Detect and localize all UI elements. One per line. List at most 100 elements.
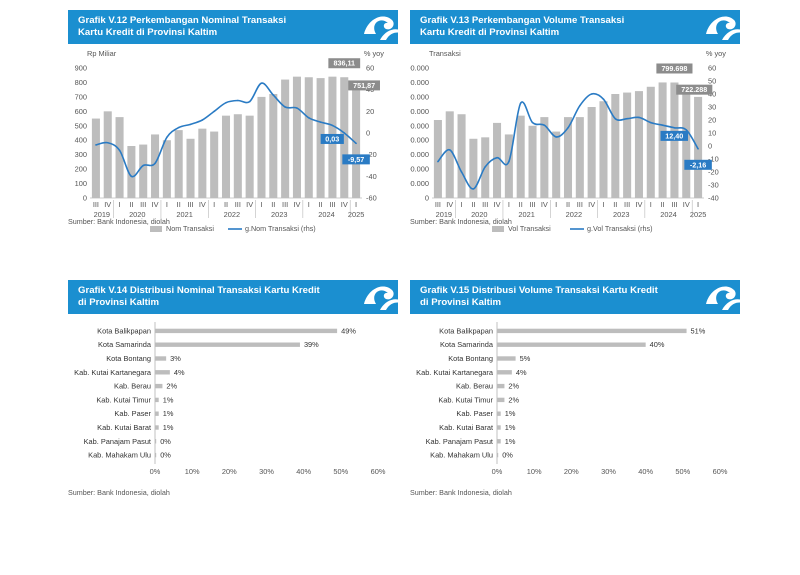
growth-line-point <box>508 160 510 163</box>
bar <box>269 94 278 198</box>
bar <box>575 117 584 198</box>
bar <box>599 101 608 198</box>
growth-line-point <box>567 127 569 129</box>
category-label: Kota Balikpapan <box>97 326 151 335</box>
x-year-label: 2025 <box>348 210 364 219</box>
x-period-label: III <box>329 200 335 209</box>
chart-title-line1: Grafik V.15 Distribusi Volume Transaksi … <box>420 285 658 296</box>
bar <box>445 111 454 198</box>
growth-line-point <box>307 117 310 119</box>
growth-line-point <box>484 166 487 168</box>
legend-bar-label: Nom Transaksi <box>166 224 214 233</box>
y2-tick-label: -20 <box>366 150 377 159</box>
value-label: 0% <box>160 437 171 446</box>
growth-line-point <box>496 156 498 159</box>
x-year-label: 2024 <box>318 210 334 219</box>
value-label: 5% <box>520 354 531 363</box>
y-tick-label: 800 <box>75 78 87 87</box>
bar <box>174 130 183 198</box>
growth-line-point <box>673 127 676 129</box>
x-period-label: IV <box>635 200 642 209</box>
bar <box>504 134 513 198</box>
x-period-label: II <box>566 200 570 209</box>
growth-line-point <box>248 100 251 103</box>
y-axis-label: Transaksi <box>429 49 461 58</box>
bar <box>563 117 573 198</box>
y2-tick-label: -10 <box>708 155 719 164</box>
chart-header-v13: Grafik V.13 Perkembangan Volume Transaks… <box>410 10 746 44</box>
value-label: 1% <box>163 395 174 404</box>
x-period-label: III <box>624 200 630 209</box>
legend-line-label: g.Vol Transaksi (rhs) <box>587 224 653 233</box>
growth-line-point <box>95 144 97 146</box>
growth-line-point <box>355 142 357 145</box>
y2-axis-label: % yoy <box>364 49 384 58</box>
chart-title-line2: di Provinsi Kaltim <box>78 297 160 308</box>
growth-line-point <box>472 188 475 190</box>
x-period-label: I <box>166 200 168 209</box>
x-period-label: II <box>613 200 617 209</box>
category-label: Kab. Kutai Kartanegara <box>74 368 152 377</box>
y-tick-label: 500.000 <box>410 121 429 130</box>
growth-line-point <box>519 102 522 104</box>
bar <box>552 131 561 198</box>
bar <box>634 91 643 198</box>
x-period-label: II <box>224 200 228 209</box>
y-tick-label: 100.000 <box>410 179 429 188</box>
x-tick-label: 30% <box>601 467 616 476</box>
x-period-label: IV <box>104 200 111 209</box>
legend-line-label: g.Nom Transaksi (rhs) <box>245 224 316 233</box>
source-note: Sumber: Bank Indonesia, diolah <box>410 488 512 497</box>
growth-line-point <box>260 82 263 84</box>
bar <box>457 114 466 198</box>
bar <box>469 138 478 198</box>
growth-line-point <box>177 126 180 129</box>
value-label: 51% <box>691 326 706 335</box>
growth-line-point <box>555 136 557 138</box>
callout-label: 751,87 <box>353 81 375 90</box>
bar <box>257 96 266 198</box>
x-period-label: I <box>697 200 699 209</box>
bar <box>497 328 687 334</box>
growth-line-point <box>142 164 145 167</box>
x-period-label: III <box>140 200 146 209</box>
x-tick-label: 10% <box>185 467 200 476</box>
bar <box>497 342 646 347</box>
bar <box>497 452 499 458</box>
growth-line-point <box>213 110 215 113</box>
y-tick-label: 300.000 <box>410 150 429 159</box>
bar <box>516 115 525 198</box>
callout-label: 12,40 <box>665 131 683 140</box>
value-label: 0% <box>160 451 171 460</box>
source-note: Sumber: Bank Indonesia, diolah <box>68 217 170 226</box>
bar <box>155 342 300 347</box>
bar <box>103 111 112 198</box>
x-period-label: I <box>260 200 262 209</box>
bar <box>587 107 596 198</box>
x-tick-label: 40% <box>638 467 653 476</box>
category-label: Kab. Panajam Pasut <box>426 437 493 446</box>
x-period-label: I <box>213 200 215 209</box>
bar <box>162 140 171 198</box>
growth-line-point <box>343 132 346 134</box>
growth-line-point <box>225 101 227 104</box>
callout-label: -9,57 <box>348 155 364 164</box>
x-period-label: I <box>119 200 121 209</box>
x-year-label: 2019 <box>94 210 110 219</box>
bar <box>221 115 231 198</box>
y-tick-label: 400 <box>75 136 87 145</box>
panel-v12: Grafik V.12 Perkembangan Nominal Transak… <box>68 10 404 233</box>
x-period-label: IV <box>293 200 300 209</box>
category-label: Kab. Kutai Barat <box>439 423 493 432</box>
callout-label: 0,03 <box>325 134 339 143</box>
x-tick-label: 20% <box>222 467 237 476</box>
hbar-chart-v14: Kota Balikpapan 49% Kota Samarinda 39% Kota … <box>74 322 386 476</box>
bar <box>155 383 163 389</box>
bar <box>233 114 242 198</box>
y2-axis-label: % yoy <box>706 49 726 58</box>
x-tick-label: 0% <box>492 467 503 476</box>
chart-title-line1: Grafik V.12 Perkembangan Nominal Transak… <box>78 15 287 26</box>
growth-line-point <box>331 124 334 127</box>
bar <box>127 146 136 198</box>
x-period-label: III <box>529 200 535 209</box>
